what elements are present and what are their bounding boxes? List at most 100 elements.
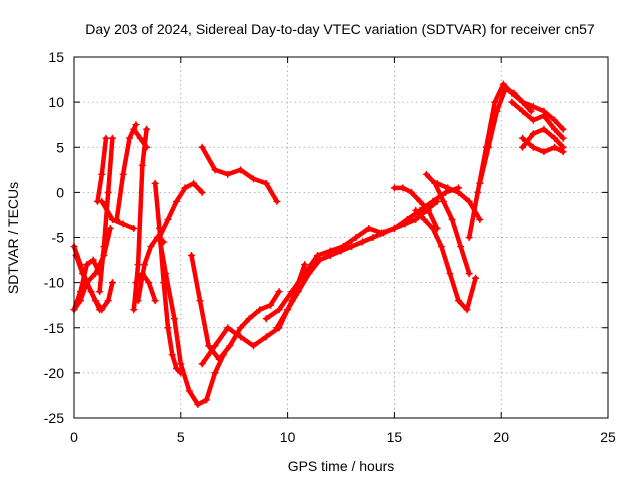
data-point xyxy=(145,279,153,287)
data-point xyxy=(559,134,567,142)
data-point xyxy=(164,215,172,223)
data-point xyxy=(476,215,484,223)
data-point xyxy=(126,134,134,142)
data-point xyxy=(83,279,91,287)
data-point xyxy=(136,134,144,142)
data-point xyxy=(187,252,195,260)
data-point xyxy=(440,197,448,205)
x-tick-label: 0 xyxy=(70,429,78,445)
data-point xyxy=(113,215,121,223)
data-point xyxy=(390,224,398,232)
data-point xyxy=(91,270,99,278)
data-point xyxy=(433,179,441,187)
data-point xyxy=(226,342,234,350)
series-arc-o xyxy=(155,179,206,241)
data-point xyxy=(288,288,296,296)
data-point xyxy=(454,297,462,305)
data-point xyxy=(519,98,527,106)
y-tick-label: -25 xyxy=(44,410,64,426)
series-line xyxy=(274,199,440,331)
series-arc-j xyxy=(130,125,151,151)
data-point xyxy=(138,161,146,169)
data-point xyxy=(119,170,127,178)
series-line xyxy=(189,253,282,362)
data-point xyxy=(168,351,176,359)
data-point xyxy=(551,134,559,142)
data-point xyxy=(551,143,559,151)
data-point xyxy=(305,270,313,278)
data-point xyxy=(256,306,264,314)
data-point xyxy=(173,364,181,372)
x-tick-label: 25 xyxy=(600,429,616,445)
data-point xyxy=(249,175,257,183)
data-point xyxy=(262,315,270,323)
series-line xyxy=(97,135,115,294)
data-point xyxy=(448,215,456,223)
y-tick-label: 15 xyxy=(48,49,64,65)
series-arc-u xyxy=(390,184,441,232)
data-point xyxy=(365,224,373,232)
data-point xyxy=(211,369,219,377)
data-point xyxy=(454,188,462,196)
data-point xyxy=(132,279,140,287)
data-point xyxy=(294,288,302,296)
series-arc-aa xyxy=(508,98,567,142)
data-point xyxy=(104,297,112,305)
data-point xyxy=(519,107,527,115)
data-point xyxy=(390,184,398,192)
data-point xyxy=(510,89,518,97)
data-point xyxy=(508,98,516,106)
data-point xyxy=(401,220,409,228)
data-point xyxy=(108,279,116,287)
data-point xyxy=(211,166,219,174)
data-point xyxy=(476,179,484,187)
data-point xyxy=(275,306,283,314)
axis-ticks: 0 5 10 15 20 25 -25 -20 -15 -10 -5 0 5 10 15 xyxy=(44,49,616,445)
series-arc-p xyxy=(187,252,283,363)
data-point xyxy=(407,188,415,196)
data-point xyxy=(442,188,450,196)
data-point xyxy=(337,247,345,255)
data-point xyxy=(551,116,559,124)
series-line xyxy=(157,181,205,240)
data-point xyxy=(380,229,388,237)
grid xyxy=(74,57,608,418)
data-point xyxy=(529,143,537,151)
x-tick-label: 10 xyxy=(280,429,296,445)
data-point xyxy=(194,400,202,408)
data-point xyxy=(501,85,509,93)
series-arc-f xyxy=(93,134,110,205)
data-point xyxy=(181,184,189,192)
data-series xyxy=(70,80,567,408)
data-point xyxy=(202,396,210,404)
y-tick-label: -20 xyxy=(44,365,64,381)
data-point xyxy=(352,234,360,241)
data-point xyxy=(273,324,281,332)
data-point xyxy=(457,243,465,251)
data-point xyxy=(164,324,172,332)
data-point xyxy=(198,143,206,151)
y-tick-label: -10 xyxy=(44,275,64,291)
data-point xyxy=(96,288,104,296)
data-point xyxy=(190,179,198,187)
data-point xyxy=(104,188,112,196)
data-point xyxy=(326,252,334,260)
series-line xyxy=(99,199,137,231)
data-point xyxy=(484,143,492,151)
data-point xyxy=(177,360,185,368)
series-arc-w xyxy=(422,170,473,278)
data-point xyxy=(267,301,275,309)
x-tick-label: 20 xyxy=(493,429,509,445)
data-point xyxy=(98,170,106,178)
data-point xyxy=(284,306,292,314)
data-point xyxy=(155,234,163,241)
data-point xyxy=(262,333,270,341)
data-point xyxy=(185,387,193,395)
data-point xyxy=(275,288,283,296)
series-arc-e xyxy=(96,134,116,296)
x-tick-label: 5 xyxy=(177,429,185,445)
data-point xyxy=(143,125,151,133)
data-point xyxy=(559,125,567,133)
data-point xyxy=(237,166,245,174)
